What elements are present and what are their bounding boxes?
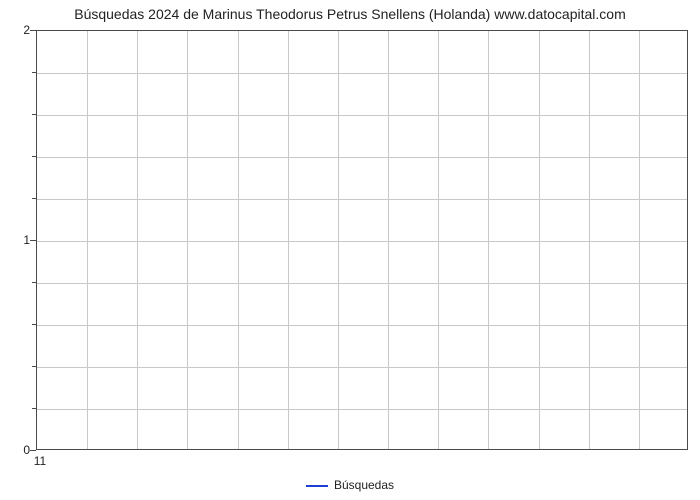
gridline-vertical xyxy=(338,31,339,449)
y-axis-minor-tick xyxy=(32,324,36,325)
gridline-horizontal xyxy=(37,367,687,368)
gridline-vertical xyxy=(488,31,489,449)
gridline-vertical xyxy=(187,31,188,449)
y-axis-tick-label: 1 xyxy=(6,233,30,247)
legend: Búsquedas xyxy=(0,478,700,492)
gridline-vertical xyxy=(238,31,239,449)
x-axis-tick-label: 11 xyxy=(34,454,46,468)
gridline-horizontal xyxy=(37,409,687,410)
gridline-horizontal xyxy=(37,325,687,326)
chart-title: Búsquedas 2024 de Marinus Theodorus Petr… xyxy=(0,6,700,22)
gridline-vertical xyxy=(589,31,590,449)
legend-label: Búsquedas xyxy=(334,478,394,492)
gridline-horizontal xyxy=(37,241,687,242)
y-axis-minor-tick xyxy=(32,366,36,367)
gridline-vertical xyxy=(438,31,439,449)
gridline-vertical xyxy=(639,31,640,449)
gridline-vertical xyxy=(539,31,540,449)
chart-container: Búsquedas 2024 de Marinus Theodorus Petr… xyxy=(0,0,700,500)
gridline-vertical xyxy=(388,31,389,449)
y-axis-minor-tick xyxy=(32,282,36,283)
y-axis-minor-tick xyxy=(32,198,36,199)
y-axis-minor-tick xyxy=(32,156,36,157)
y-axis-major-tick xyxy=(30,240,36,241)
y-axis-tick-label: 0 xyxy=(6,443,30,457)
y-axis-major-tick xyxy=(30,30,36,31)
gridline-horizontal xyxy=(37,115,687,116)
y-axis-minor-tick xyxy=(32,408,36,409)
plot-area xyxy=(36,30,688,450)
y-axis-major-tick xyxy=(30,450,36,451)
gridline-horizontal xyxy=(37,157,687,158)
gridline-vertical xyxy=(288,31,289,449)
y-axis-minor-tick xyxy=(32,72,36,73)
gridline-vertical xyxy=(137,31,138,449)
legend-swatch xyxy=(306,485,328,487)
gridline-horizontal xyxy=(37,199,687,200)
y-axis-minor-tick xyxy=(32,114,36,115)
gridline-horizontal xyxy=(37,283,687,284)
gridline-horizontal xyxy=(37,73,687,74)
y-axis-tick-label: 2 xyxy=(6,23,30,37)
gridline-vertical xyxy=(87,31,88,449)
